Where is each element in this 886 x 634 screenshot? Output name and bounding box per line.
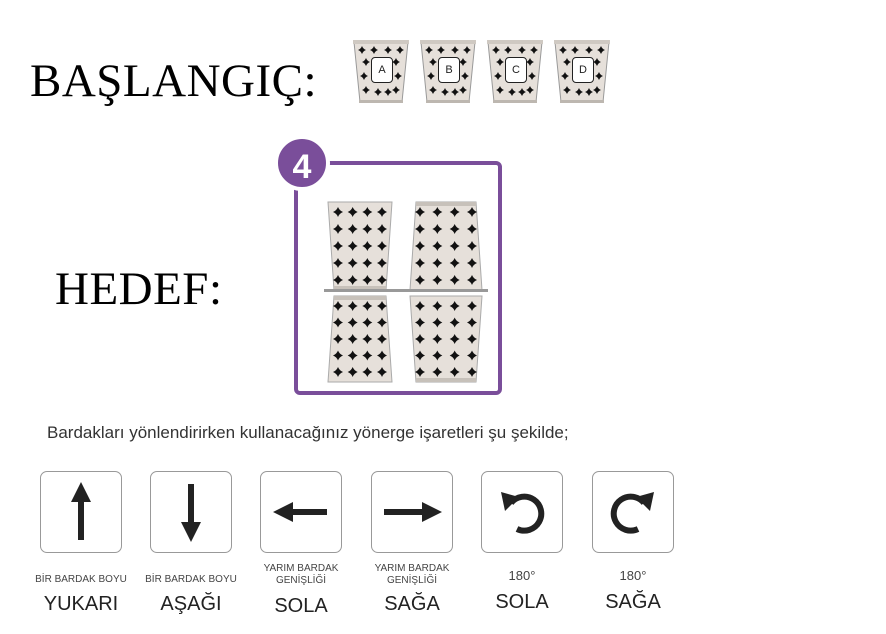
target-label: HEDEF: <box>55 263 223 315</box>
cup-c[interactable]: C <box>486 38 544 104</box>
rotate-left-icon <box>501 492 545 534</box>
command-up[interactable]: BİR BARDAK BOYU YUKARI <box>35 471 127 615</box>
cup-letter: D <box>572 57 594 83</box>
command-rotate-left-label: SOLA <box>495 591 549 613</box>
cup-d[interactable]: D <box>553 38 611 104</box>
command-rotate-left-caption: 180° <box>508 568 536 583</box>
command-rotate-right-label: SAĞA <box>605 591 661 613</box>
arrow-right-icon <box>384 502 442 522</box>
arrow-up-icon <box>71 482 91 540</box>
target-cup-stack <box>324 201 488 383</box>
step-badge: 4 <box>274 135 330 191</box>
command-rotate-right[interactable]: 180° SAĞA <box>592 471 674 613</box>
command-left-label: SOLA <box>274 595 328 617</box>
arrow-down-icon <box>181 484 201 542</box>
command-up-caption: BİR BARDAK BOYU <box>35 574 127 585</box>
command-up-button[interactable] <box>40 471 122 553</box>
cup-letter: A <box>371 57 393 83</box>
cup-a[interactable]: A <box>352 38 410 104</box>
command-left-button[interactable] <box>260 471 342 553</box>
command-rotate-right-button[interactable] <box>592 471 674 553</box>
command-down[interactable]: BİR BARDAK BOYU AŞAĞI <box>145 471 237 615</box>
command-down-label: AŞAĞI <box>160 593 222 615</box>
command-left[interactable]: YARIM BARDAK GENİŞLİĞİ SOLA <box>260 471 342 617</box>
start-cups: A B C D <box>352 38 611 104</box>
command-rotate-left[interactable]: 180° SOLA <box>481 471 563 613</box>
command-right[interactable]: YARIM BARDAK GENİŞLİĞİ SAĞA <box>371 471 453 615</box>
command-rotate-right-caption: 180° <box>619 568 647 583</box>
instruction-text: Bardakları yönlendirirken kullanacağınız… <box>47 423 569 442</box>
command-down-caption: BİR BARDAK BOYU <box>145 574 237 585</box>
command-right-button[interactable] <box>371 471 453 553</box>
command-right-label: SAĞA <box>384 593 440 615</box>
rotate-right-icon <box>610 492 654 534</box>
cup-letter: B <box>438 57 460 83</box>
command-left-caption-2: GENİŞLİĞİ <box>275 575 326 586</box>
command-up-label: YUKARI <box>43 593 119 615</box>
command-down-button[interactable] <box>150 471 232 553</box>
start-label: BAŞLANGIÇ: <box>30 55 318 107</box>
command-right-caption-1: YARIM BARDAK <box>374 563 450 574</box>
arrow-left-icon <box>273 502 327 522</box>
command-left-caption-1: YARIM BARDAK <box>263 563 339 574</box>
target-frame <box>294 161 502 395</box>
cup-letter: C <box>505 57 527 83</box>
command-right-caption-2: GENİŞLİĞİ <box>386 575 437 586</box>
cup-b[interactable]: B <box>419 38 477 104</box>
command-rotate-left-button[interactable] <box>481 471 563 553</box>
command-list: BİR BARDAK BOYU YUKARI BİR BARDAK BOYU A… <box>35 471 690 621</box>
